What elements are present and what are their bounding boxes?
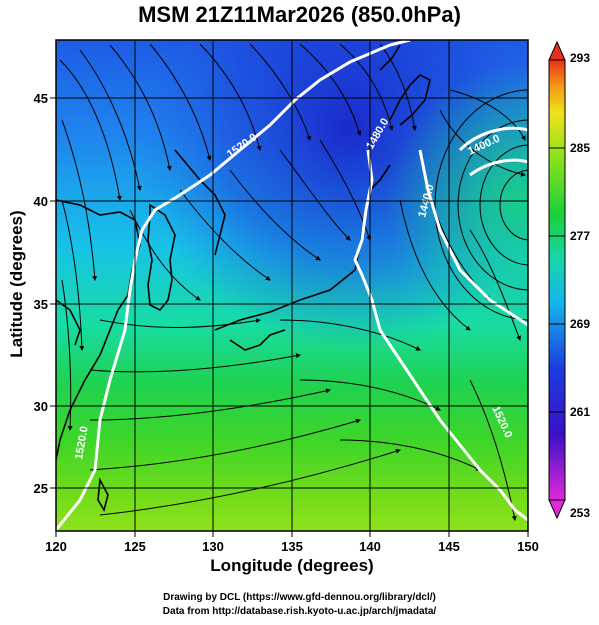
x-tick-150: 150 — [517, 539, 539, 554]
colorbar-tick-269: 269 — [570, 317, 590, 331]
x-axis-label: Longitude (degrees) — [210, 556, 374, 575]
y-tick-45: 45 — [34, 91, 48, 106]
y-tick-25: 25 — [34, 481, 48, 496]
x-tick-125: 125 — [124, 539, 146, 554]
y-tick-40: 40 — [34, 194, 48, 209]
colorbar-tick-277: 277 — [570, 229, 590, 243]
y-axis-label: Latitude (degrees) — [7, 210, 26, 358]
map-title: MSM 21Z11Mar2026 (850.0hPa) — [138, 2, 461, 27]
x-tick-140: 140 — [359, 539, 381, 554]
y-tick-labels: 25 30 35 40 45 — [34, 91, 48, 496]
y-tick-35: 35 — [34, 297, 48, 312]
colorbar-tick-285: 285 — [570, 141, 590, 155]
x-tick-130: 130 — [202, 539, 224, 554]
x-tick-135: 135 — [281, 539, 303, 554]
y-tick-30: 30 — [34, 399, 48, 414]
contour-label-1520-south: 1520.0 — [73, 425, 91, 460]
colorbar: 293 285 277 269 261 253 — [548, 40, 590, 520]
colorbar-tick-293: 293 — [570, 51, 590, 65]
low-pressure-rings — [434, 89, 528, 321]
lat-lon-grid — [56, 40, 528, 531]
credit-drawing: Drawing by DCL (https://www.gfd-dennou.o… — [163, 592, 436, 603]
x-tick-145: 145 — [438, 539, 460, 554]
temperature-field: 1520.0 1480.0 1440.0 1400.0 1520.0 1520.… — [56, 40, 528, 531]
x-tick-120: 120 — [45, 539, 67, 554]
x-tick-labels: 120 125 130 135 140 145 150 — [45, 539, 539, 554]
axis-ticks — [50, 97, 529, 537]
credit-data: Data from http://database.rish.kyoto-u.a… — [162, 606, 437, 617]
colorbar-tick-253: 253 — [570, 506, 590, 520]
colorbar-tick-261: 261 — [570, 405, 590, 419]
